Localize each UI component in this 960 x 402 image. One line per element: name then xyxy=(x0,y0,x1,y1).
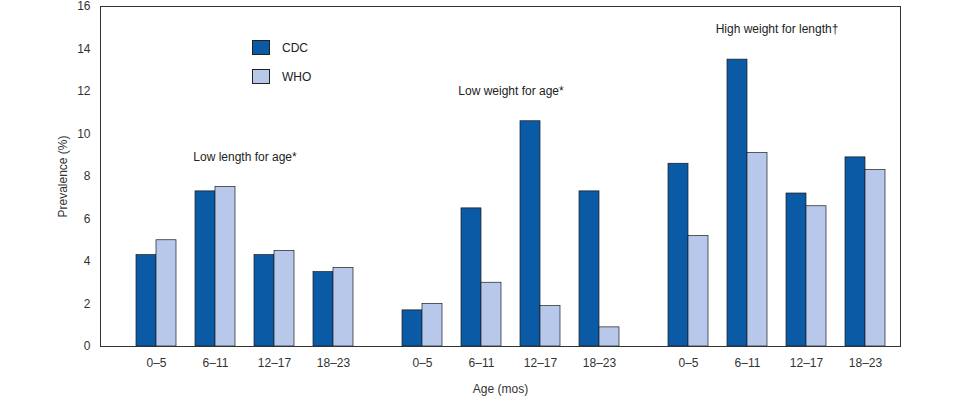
svg-text:6–11: 6–11 xyxy=(735,356,761,370)
svg-text:0–5: 0–5 xyxy=(146,356,166,370)
svg-text:12–17: 12–17 xyxy=(258,356,292,370)
svg-text:12–17: 12–17 xyxy=(790,356,824,370)
svg-text:12: 12 xyxy=(77,84,91,98)
svg-text:2: 2 xyxy=(84,297,91,311)
svg-text:0–5: 0–5 xyxy=(678,356,698,370)
svg-text:6–11: 6–11 xyxy=(203,356,229,370)
svg-text:Low length for age*: Low length for age* xyxy=(193,150,297,164)
svg-text:0: 0 xyxy=(84,339,91,353)
svg-text:8: 8 xyxy=(84,169,91,183)
svg-text:Age (mos): Age (mos) xyxy=(473,382,528,396)
svg-text:10: 10 xyxy=(77,127,91,141)
html-text:CDC: CDC xyxy=(282,40,308,55)
svg-text:18–23: 18–23 xyxy=(583,356,617,370)
svg-text:14: 14 xyxy=(77,42,91,56)
svg-text:6–11: 6–11 xyxy=(469,356,495,370)
svg-text:16: 16 xyxy=(77,0,91,13)
svg-text:4: 4 xyxy=(84,254,91,268)
svg-text:Prevalence (%): Prevalence (%) xyxy=(56,135,70,217)
html-text:WHO: WHO xyxy=(282,69,312,84)
svg-text:12–17: 12–17 xyxy=(524,356,558,370)
svg-text:0–5: 0–5 xyxy=(412,356,432,370)
svg-text:18–23: 18–23 xyxy=(317,356,351,370)
svg-text:Low weight for age*: Low weight for age* xyxy=(458,84,564,98)
svg-text:6: 6 xyxy=(84,212,91,226)
svg-text:High weight for length†: High weight for length† xyxy=(716,22,839,36)
svg-text:18–23: 18–23 xyxy=(849,356,883,370)
